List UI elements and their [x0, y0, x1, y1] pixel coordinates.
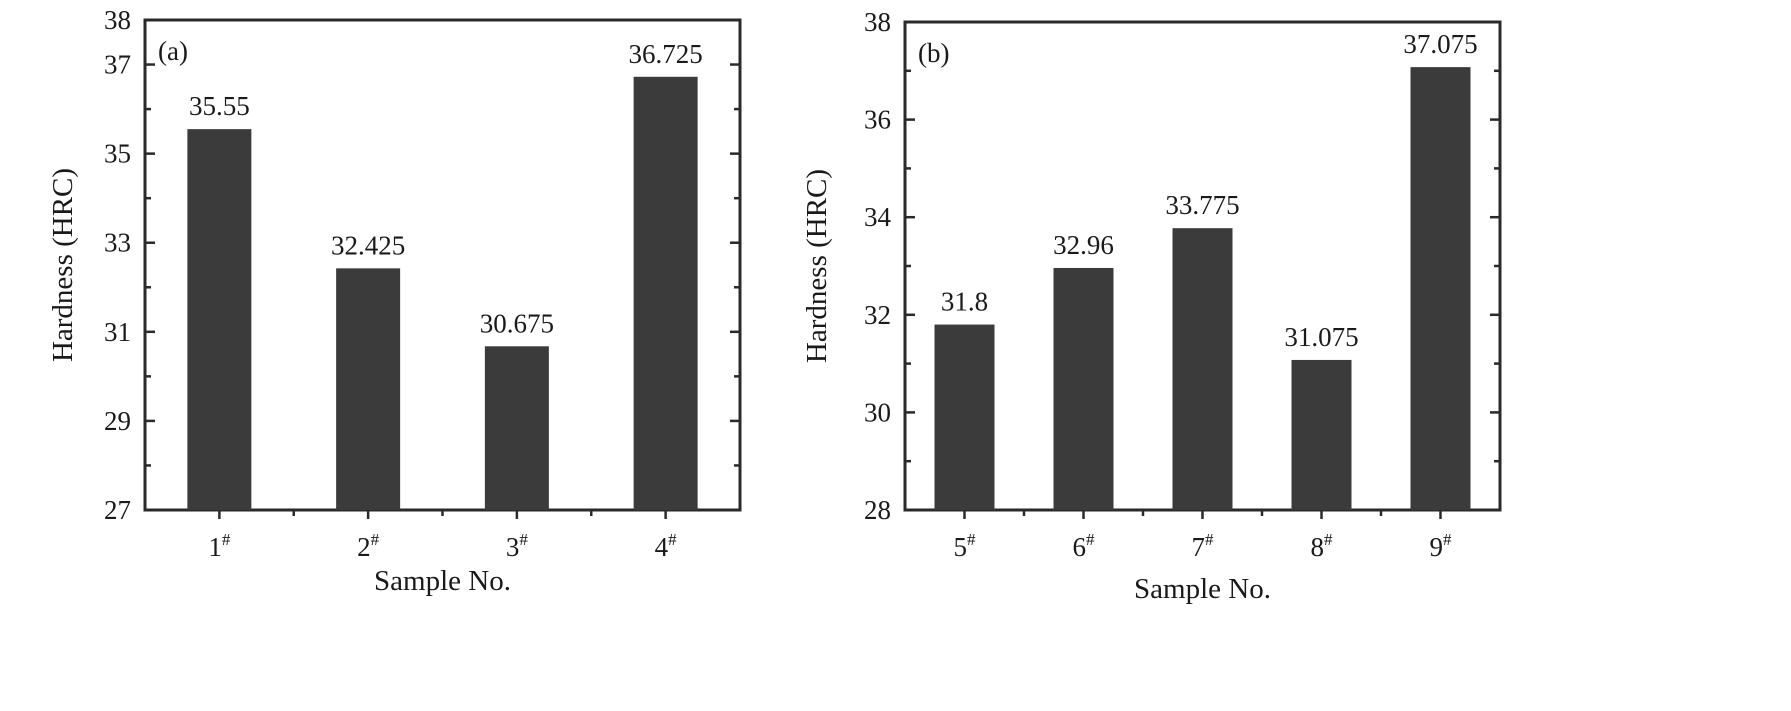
bar-8# [1291, 359, 1352, 510]
bar-1# [187, 129, 252, 511]
data-label-1#: 35.55 [189, 91, 250, 121]
y-tick-label: 27 [104, 495, 131, 525]
bar-9# [1410, 67, 1471, 510]
y-axis-title: Hardness (HRC) [47, 168, 79, 362]
y-tick-label: 31 [104, 317, 131, 347]
bar-6# [1053, 267, 1114, 510]
y-tick-label: 29 [104, 406, 131, 436]
panel-label: (b) [918, 38, 949, 68]
x-tick-label-5#: 5# [954, 530, 977, 562]
panel-label: (a) [158, 36, 188, 66]
bar-5# [934, 324, 995, 510]
y-tick-label: 38 [864, 7, 891, 37]
data-label-8#: 31.075 [1284, 322, 1358, 352]
data-label-2#: 32.425 [331, 230, 405, 260]
x-tick-label-7#: 7# [1192, 530, 1215, 562]
y-tick-label: 38 [104, 5, 131, 35]
data-label-4#: 36.725 [629, 39, 703, 69]
chart-panel-b: 28 30 32 34 36 38 31.8 5# 32.96 6# 33.775 7# 31.075 8… [801, 7, 1502, 605]
x-tick-label-9#: 9# [1430, 530, 1453, 562]
data-label-9#: 37.075 [1403, 29, 1477, 59]
x-tick-label-4#: 4# [655, 530, 678, 562]
y-tick-label: 30 [864, 397, 891, 427]
y-tick-label: 37 [104, 50, 131, 80]
x-tick-label-8#: 8# [1311, 530, 1334, 562]
y-tick-label: 35 [104, 139, 131, 169]
y-tick-label: 33 [104, 228, 131, 258]
y-tick-label: 34 [864, 202, 892, 232]
x-axis-title: Sample No. [1134, 573, 1271, 605]
x-tick-label-6#: 6# [1073, 530, 1096, 562]
bar-7# [1172, 228, 1233, 510]
x-tick-label-3#: 3# [506, 530, 529, 562]
chart-panel-a: 27 29 31 33 35 37 38 35.55 1# 32.425 2# 30.675 3# 36.… [47, 5, 742, 597]
y-tick-label: 32 [864, 300, 891, 330]
bar-2# [336, 268, 401, 510]
y-tick-label: 36 [864, 105, 891, 135]
x-tick-label-1#: 1# [208, 530, 231, 562]
x-axis-title: Sample No. [374, 565, 511, 597]
bar-3# [484, 346, 549, 510]
data-label-3#: 30.675 [480, 308, 554, 338]
data-label-5#: 31.8 [941, 287, 988, 317]
y-tick-label: 28 [864, 495, 891, 525]
data-label-6#: 32.96 [1053, 230, 1114, 260]
bar-4# [633, 76, 698, 510]
x-tick-label-2#: 2# [357, 530, 380, 562]
data-label-7#: 33.775 [1165, 190, 1239, 220]
y-axis-title: Hardness (HRC) [801, 169, 833, 363]
